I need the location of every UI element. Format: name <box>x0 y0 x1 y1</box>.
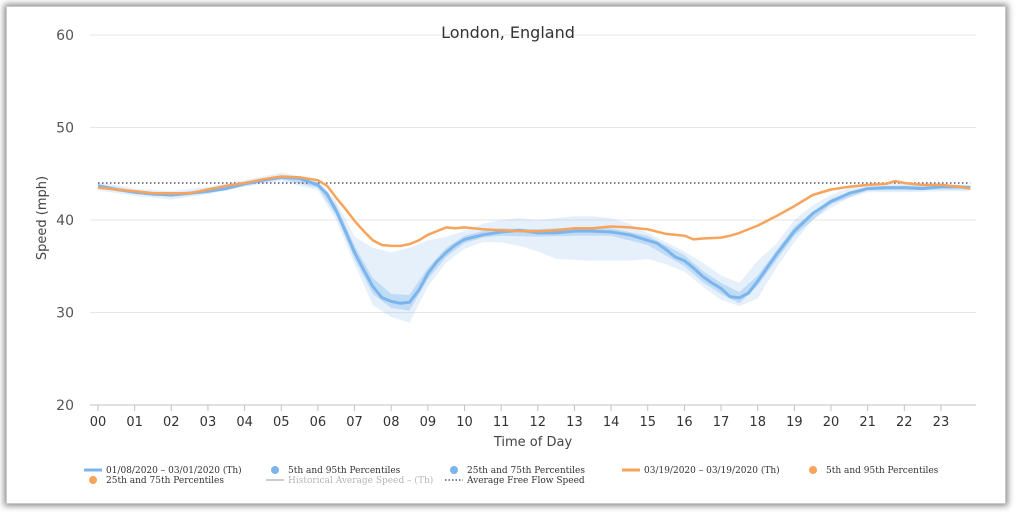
x-tick-label: 10 <box>456 415 473 430</box>
legend-label: 5th and 95th Percentiles <box>288 466 401 476</box>
x-tick-label: 15 <box>639 415 656 430</box>
x-tick-label: 04 <box>236 415 253 430</box>
x-axis-ticks: 00 01 02 03 04 05 06 07 08 09 10 11 12 13 14 15 16 17 18 19… <box>90 405 949 430</box>
legend-swatch-dot <box>271 466 279 474</box>
x-tick-label: 16 <box>676 415 693 430</box>
x-axis-title: Time of Day <box>493 435 573 450</box>
legend-item: 5th and 95th Percentiles <box>809 466 939 476</box>
y-tick-label: 40 <box>56 213 74 229</box>
legend-label: 01/08/2020 – 03/01/2020 (Th) <box>106 465 242 476</box>
x-tick-label: 03 <box>200 415 217 430</box>
legend-item: 5th and 95th Percentiles <box>271 466 401 476</box>
x-tick-label: 19 <box>786 415 803 430</box>
legend: 01/08/2020 – 03/01/2020 (Th) 5th and 95th… <box>84 465 939 486</box>
x-tick-label: 02 <box>163 415 180 430</box>
percentile-bands <box>98 172 971 323</box>
x-tick-label: 18 <box>749 415 766 430</box>
x-tick-label: 00 <box>90 415 107 430</box>
x-tick-label: 08 <box>383 415 400 430</box>
chart-title: London, England <box>441 23 575 42</box>
legend-label: 25th and 75th Percentiles <box>467 466 585 476</box>
y-tick-label: 50 <box>56 121 74 137</box>
y-tick-label: 60 <box>56 28 74 44</box>
y-tick-label: 20 <box>56 398 74 414</box>
legend-label: 03/19/2020 – 03/19/2020 (Th) <box>644 465 780 476</box>
x-tick-label: 22 <box>896 415 913 430</box>
legend-item: Average Free Flow Speed <box>445 476 585 486</box>
x-tick-label: 05 <box>273 415 290 430</box>
legend-item: 25th and 75th Percentiles <box>89 476 224 486</box>
band-5-95-percentile <box>98 172 971 323</box>
legend-swatch-dot <box>450 466 458 474</box>
legend-swatch-dot <box>89 476 97 484</box>
y-tick-label: 30 <box>56 306 74 322</box>
x-tick-label: 06 <box>310 415 327 430</box>
legend-swatch-dot <box>809 466 817 474</box>
series-lines <box>97 175 971 305</box>
x-tick-label: 13 <box>566 415 583 430</box>
x-tick-label: 21 <box>859 415 876 430</box>
y-axis-title: Speed (mph) <box>35 176 50 260</box>
legend-item: Historical Average Speed – (Th) <box>266 475 433 486</box>
x-tick-label: 17 <box>713 415 730 430</box>
series-line-current <box>97 175 971 248</box>
legend-item: 01/08/2020 – 03/01/2020 (Th) <box>84 465 242 476</box>
legend-item: 03/19/2020 – 03/19/2020 (Th) <box>622 465 780 476</box>
legend-label: Average Free Flow Speed <box>466 476 585 486</box>
y-axis-ticks: 20 30 40 50 60 <box>56 28 74 414</box>
chart-frame <box>6 6 1006 504</box>
x-tick-label: 11 <box>493 415 510 430</box>
x-tick-label: 20 <box>823 415 840 430</box>
x-tick-label: 12 <box>530 415 547 430</box>
legend-item: 25th and 75th Percentiles <box>450 466 585 476</box>
legend-label: 25th and 75th Percentiles <box>106 476 224 486</box>
legend-label: Historical Average Speed – (Th) <box>288 475 433 486</box>
legend-label: 5th and 95th Percentiles <box>826 466 939 476</box>
x-tick-label: 09 <box>420 415 437 430</box>
grid-lines <box>90 34 976 406</box>
x-tick-label: 01 <box>126 415 143 430</box>
x-tick-label: 07 <box>346 415 363 430</box>
x-tick-label: 14 <box>603 415 620 430</box>
x-tick-label: 23 <box>933 415 950 430</box>
